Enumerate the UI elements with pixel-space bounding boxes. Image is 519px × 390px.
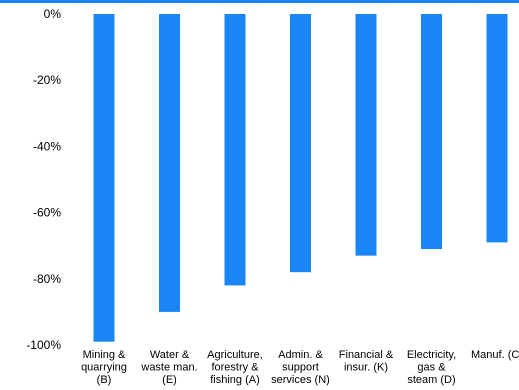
y-tick-label: -20%	[33, 73, 61, 87]
bar	[93, 14, 115, 342]
y-tick-label: -80%	[33, 272, 61, 286]
bars	[93, 14, 508, 342]
y-tick-label: -40%	[33, 139, 61, 153]
x-tick-label: Mining & quarrying (B)	[81, 349, 127, 386]
bar	[421, 14, 442, 250]
cropped-title-fragment	[0, 0, 519, 3]
x-tick-label: Electricity, gas & steam (D)	[407, 349, 456, 386]
bar	[486, 14, 508, 243]
bar	[224, 14, 246, 286]
y-axis: 0% -20% -40% -60% -80% -100%	[26, 7, 61, 352]
x-tick-label: Water & waste man. (E)	[140, 349, 197, 386]
x-tick-label: Manuf. (C)	[471, 349, 519, 361]
y-tick-label: -100%	[26, 338, 61, 352]
x-tick-label: Admin. & support services (N)	[271, 349, 330, 386]
chart-title-partial	[0, 0, 519, 3]
x-tick-label: Agriculture, forestry & fishing (A)	[207, 349, 263, 386]
bar	[159, 14, 180, 312]
bar	[290, 14, 311, 273]
bar	[355, 14, 377, 256]
y-tick-label: 0%	[44, 7, 62, 21]
x-tick-label: Financial & insur. (K)	[339, 349, 394, 374]
x-axis: Mining & quarrying (B) Water & waste man. (E)…	[81, 349, 519, 386]
y-tick-label: -60%	[33, 206, 61, 220]
